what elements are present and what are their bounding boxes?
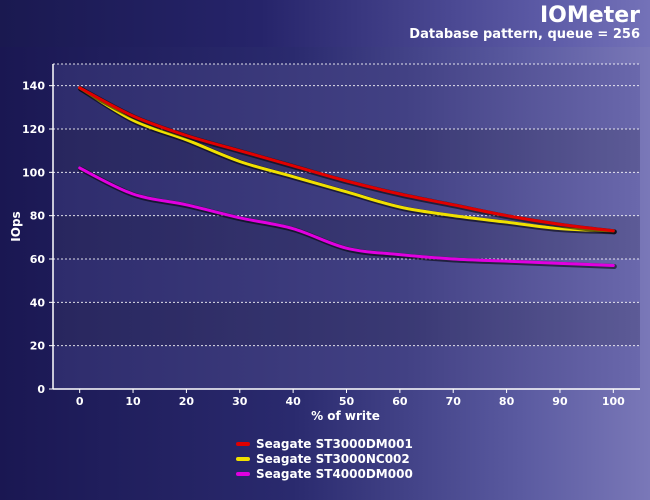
y-tick-label: 140	[22, 80, 45, 93]
header-bar: IOMeter Database pattern, queue = 256	[0, 0, 650, 47]
legend-item: Seagate ST4000DM000	[236, 466, 413, 481]
y-tick-label: 40	[30, 296, 46, 309]
plot-band	[53, 129, 640, 173]
legend-label: Seagate ST3000DM001	[256, 436, 413, 451]
series-line-st4000dm000	[78, 166, 615, 267]
x-tick-label: 40	[285, 395, 301, 408]
x-tick-label: 30	[232, 395, 248, 408]
y-tick-label: 60	[30, 253, 46, 266]
legend-swatch-st4000dm000	[236, 471, 250, 476]
series-line-st3000dm001	[78, 86, 615, 233]
x-tick-label: 100	[602, 395, 625, 408]
series-line-st3000nc002	[78, 86, 615, 233]
legend-swatch-st3000nc002	[236, 456, 250, 461]
chart-subtitle: Database pattern, queue = 256	[409, 27, 640, 42]
legend-item: Seagate ST3000DM001	[236, 436, 413, 451]
x-tick-label: 0	[76, 395, 84, 408]
y-tick-label: 0	[37, 383, 45, 396]
y-tick-label: 120	[22, 123, 45, 136]
x-tick-label: 50	[339, 395, 355, 408]
legend-label: Seagate ST3000NC002	[256, 451, 410, 466]
x-tick-label: 70	[446, 395, 462, 408]
y-tick-label: 100	[22, 166, 45, 179]
y-axis-title: IOps	[9, 211, 23, 241]
x-tick-label: 20	[179, 395, 195, 408]
legend-swatch-st3000dm001	[236, 441, 250, 446]
x-tick-label: 80	[499, 395, 515, 408]
y-tick-label: 20	[30, 340, 46, 353]
x-tick-label: 90	[552, 395, 568, 408]
legend-item: Seagate ST3000NC002	[236, 451, 413, 466]
x-tick-label: 10	[125, 395, 141, 408]
chart-legend: Seagate ST3000DM001 Seagate ST3000NC002 …	[236, 436, 413, 481]
plot-band	[53, 302, 640, 346]
legend-label: Seagate ST4000DM000	[256, 466, 413, 481]
chart-title: IOMeter	[540, 3, 640, 28]
y-tick-label: 80	[30, 210, 46, 223]
x-axis-title: % of write	[311, 409, 380, 423]
x-tick-label: 60	[392, 395, 408, 408]
